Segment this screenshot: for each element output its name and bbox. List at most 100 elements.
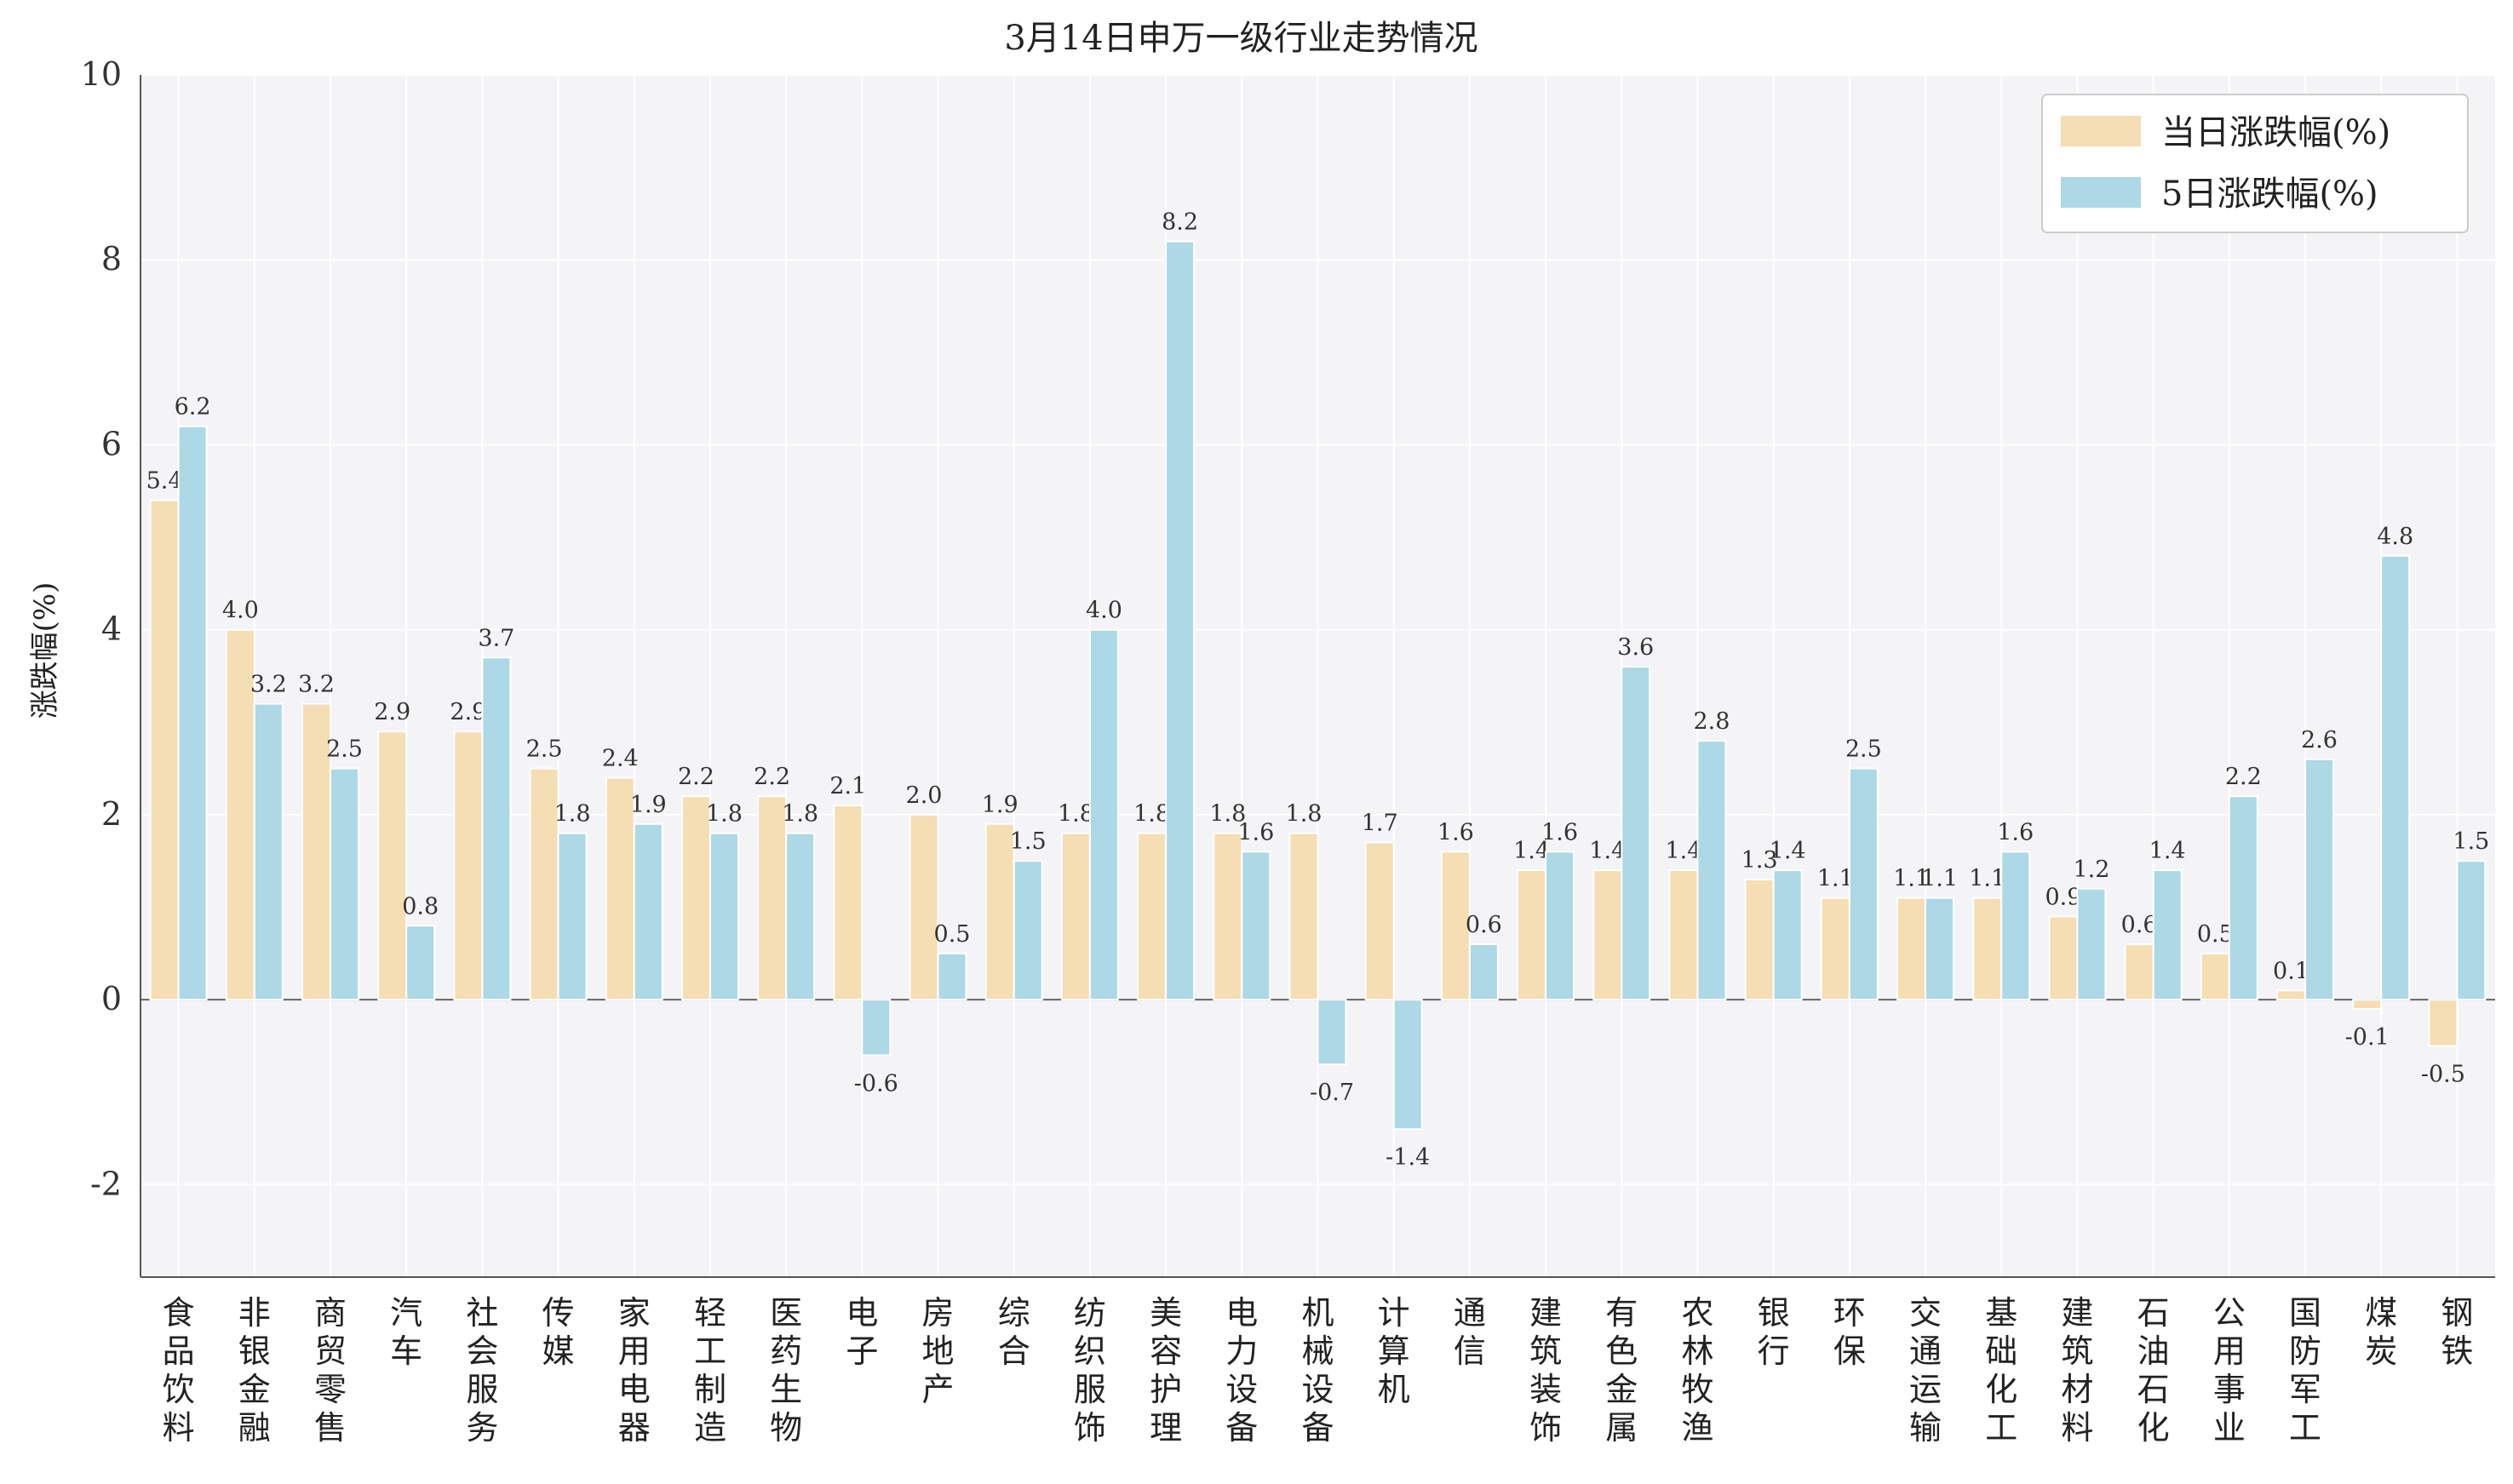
x-tick-label-char: 有: [1605, 1294, 1638, 1332]
x-tick-label-char: 汽: [390, 1294, 422, 1332]
x-tick-label-char: 石: [2137, 1371, 2170, 1408]
x-tick-label-char: 信: [1454, 1332, 1486, 1370]
bar-five-day: [405, 925, 436, 1001]
x-tick-label-char: 传: [542, 1294, 575, 1332]
x-tick-label-char: 机: [1378, 1371, 1410, 1408]
bar-daily: [833, 805, 863, 1001]
x-tick-label-char: 力: [1225, 1332, 1258, 1370]
x-tick-label: 电力设备: [1225, 1294, 1258, 1447]
x-tick-label-char: 贸: [314, 1332, 347, 1370]
data-label: 1.4: [1770, 838, 1806, 864]
x-tick-label-char: 品: [163, 1332, 195, 1370]
bar-five-day: [329, 767, 359, 1001]
data-label: 1.1: [1969, 866, 2005, 892]
x-tick-label: 交通运输: [1909, 1294, 1942, 1447]
bar-daily: [149, 499, 180, 1001]
x-tick-label-char: 筑: [1529, 1332, 1562, 1370]
x-tick-label-char: 建: [1529, 1294, 1562, 1332]
bar-daily: [1744, 878, 1775, 1001]
data-label: 3.6: [1617, 634, 1654, 661]
bar-daily: [2124, 943, 2154, 1001]
data-label: 1.8: [1058, 801, 1094, 828]
data-label: 2.2: [754, 764, 790, 790]
bar-five-day: [1468, 943, 1499, 1001]
x-tick-label: 建筑装饰: [1529, 1294, 1562, 1447]
bar-daily: [984, 822, 1015, 1001]
data-label: 1.6: [1437, 819, 1474, 845]
data-label: 1.4: [1513, 838, 1550, 864]
bar-five-day: [2152, 869, 2183, 1001]
x-tick-label: 综合: [998, 1294, 1030, 1370]
bar-daily: [2200, 952, 2230, 1001]
data-label: 1.8: [1133, 801, 1170, 828]
bar-five-day: [1545, 851, 1575, 1001]
data-label: 2.1: [829, 773, 866, 799]
data-label: 1.9: [630, 792, 667, 818]
x-tick-label-char: 建: [2061, 1294, 2093, 1332]
bar-daily: [301, 702, 331, 1001]
bar-five-day: [177, 425, 208, 1001]
x-tick-label-char: 饰: [1074, 1409, 1106, 1447]
x-tick-label-char: 饮: [163, 1371, 195, 1408]
bar-five-day: [2076, 887, 2107, 1001]
x-tick-label-char: 属: [1605, 1409, 1638, 1447]
x-tick-label: 电子: [846, 1294, 878, 1370]
y-tick-label: 8: [101, 240, 122, 278]
x-tick-label-char: 容: [1150, 1332, 1182, 1370]
x-tick-label-char: 社: [466, 1294, 498, 1332]
legend-swatch: [2061, 116, 2141, 146]
x-tick-label: 医药生物: [770, 1294, 802, 1447]
data-label: 1.6: [1541, 819, 1578, 845]
x-tick-label-char: 造: [694, 1409, 726, 1447]
data-label: 2.5: [526, 736, 563, 763]
x-tick-label: 房地产: [922, 1294, 955, 1408]
data-label: 1.6: [1237, 819, 1274, 845]
bar-daily: [2048, 915, 2079, 1001]
x-tick-label: 国防军工: [2289, 1294, 2321, 1447]
bar-five-day: [1165, 240, 1196, 1001]
bar-daily: [1972, 897, 2003, 1001]
x-tick-label-char: 交: [1909, 1294, 1942, 1332]
legend-swatch: [2061, 177, 2141, 208]
bar-daily: [1060, 832, 1091, 1001]
bar-five-day: [2304, 758, 2335, 1001]
x-tick-label-char: 筑: [2061, 1332, 2093, 1370]
x-tick-label-char: 备: [1301, 1409, 1334, 1447]
x-tick-label-char: 保: [1833, 1332, 1866, 1370]
x-tick-label-char: 零: [314, 1371, 347, 1408]
bar-five-day: [937, 952, 967, 1001]
data-label: 8.2: [1162, 209, 1198, 236]
x-tick-label-char: 房: [922, 1294, 955, 1332]
data-label: 1.8: [1286, 801, 1322, 828]
y-tick-label: -2: [90, 1165, 122, 1202]
x-tick-label-char: 生: [770, 1371, 802, 1408]
x-tick-label-char: 备: [1225, 1409, 1258, 1447]
x-tick-label: 社会服务: [466, 1294, 498, 1447]
bar-daily: [909, 813, 939, 1001]
bar-daily: [1440, 851, 1471, 1001]
data-label: 1.1: [1817, 866, 1854, 892]
x-tick-label: 机械设备: [1301, 1294, 1334, 1447]
x-tick-label: 计算机: [1378, 1294, 1410, 1408]
bar-five-day: [785, 832, 816, 1001]
data-label: 0.5: [934, 921, 971, 948]
x-tick-label-char: 军: [2289, 1371, 2321, 1408]
x-tick-label-char: 石: [2137, 1294, 2170, 1332]
data-label: 1.2: [2073, 857, 2109, 883]
x-tick-label-char: 业: [2213, 1409, 2246, 1447]
x-tick-label-char: 综: [998, 1294, 1030, 1332]
bar-daily: [453, 731, 484, 1001]
x-tick-label-char: 纺: [1074, 1294, 1106, 1332]
x-tick-label-char: 基: [1985, 1294, 2017, 1332]
x-tick-label-char: 工: [694, 1332, 726, 1370]
y-tick-label: 6: [101, 425, 122, 462]
x-tick-label-char: 国: [2289, 1294, 2321, 1332]
data-label: 4.0: [1086, 598, 1122, 624]
data-label: 2.9: [374, 699, 410, 725]
bar-five-day: [1621, 666, 1651, 1001]
data-label: 1.6: [1997, 819, 2034, 845]
x-tick-label-char: 炭: [2365, 1332, 2397, 1370]
x-tick-label-char: 器: [618, 1409, 651, 1447]
bar-daily: [1364, 841, 1395, 1001]
bar-five-day: [1772, 869, 1803, 1001]
